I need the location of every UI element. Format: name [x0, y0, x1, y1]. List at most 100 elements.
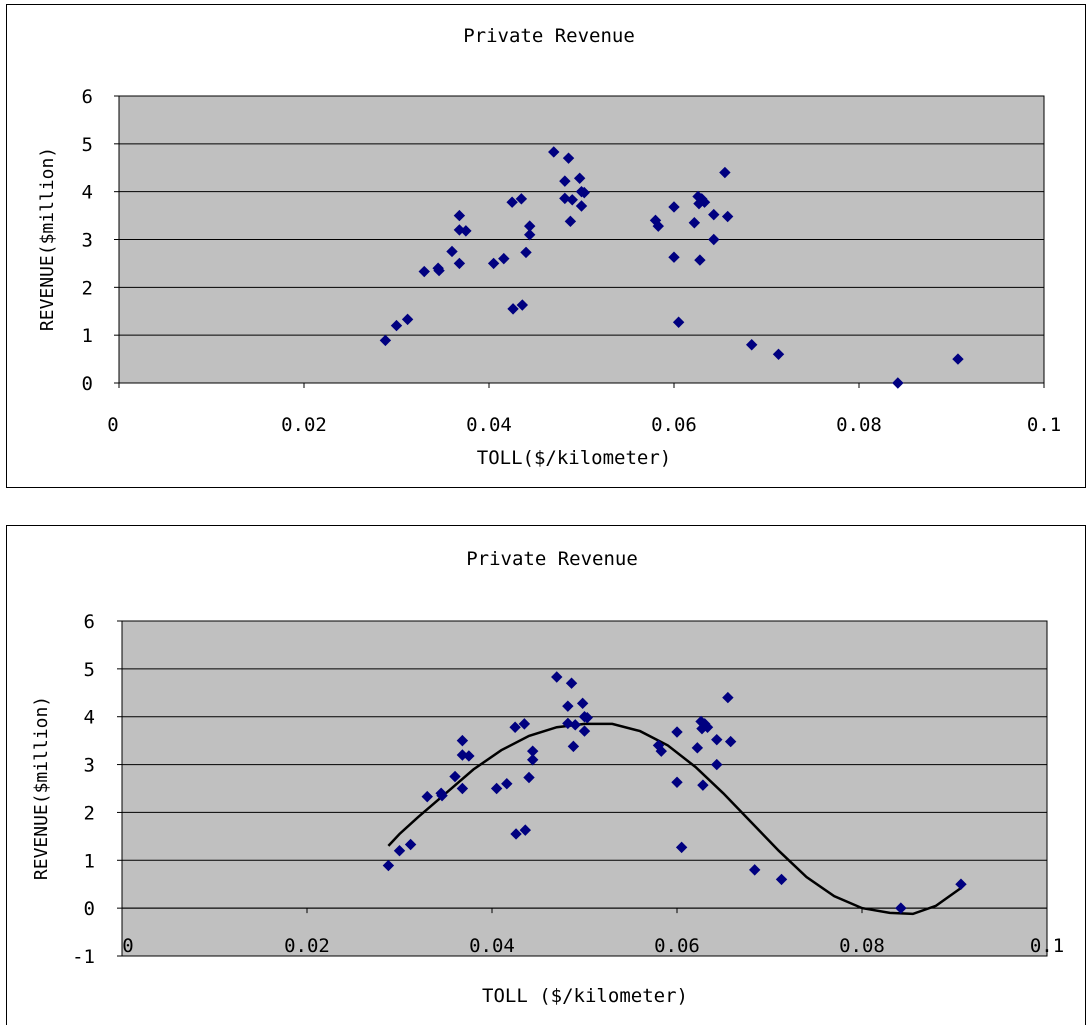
x-tick-label: 0 [107, 414, 118, 436]
y-axis-label: REVENUE($million) [37, 147, 58, 331]
data-point [506, 196, 518, 208]
data-point [952, 353, 964, 365]
data-point [393, 845, 406, 857]
data-point [576, 697, 589, 710]
data-point [719, 166, 731, 179]
data-point [456, 734, 469, 747]
data-point [510, 828, 522, 840]
y-tick-label: 4 [82, 182, 93, 204]
y-tick-label: 2 [84, 802, 95, 824]
data-point [672, 316, 685, 328]
data-point [463, 750, 475, 762]
x-tick-label: 0 [122, 935, 133, 957]
data-point [775, 873, 788, 886]
data-point [562, 152, 575, 164]
data-point [436, 789, 448, 802]
x-tick-label: 0.1 [1027, 414, 1061, 436]
data-point [578, 725, 591, 737]
data-point [652, 220, 664, 232]
x-axis-label: TOLL($/kilometer) [477, 447, 671, 469]
x-tick-label: 0.06 [651, 414, 697, 436]
data-point [895, 902, 907, 914]
y-tick-label: 6 [82, 86, 93, 108]
data-point [421, 790, 433, 803]
data-point [501, 778, 513, 790]
data-point [516, 299, 529, 311]
data-point [523, 771, 535, 784]
data-point [671, 776, 683, 788]
data-point [578, 186, 590, 199]
data-point [697, 779, 709, 791]
data-point [566, 194, 578, 206]
data-point [721, 210, 734, 223]
y-tick-label: 1 [84, 850, 95, 872]
data-point [401, 313, 414, 326]
data-point [523, 220, 536, 232]
data-point [573, 172, 586, 184]
data-point [526, 745, 539, 757]
data-point [724, 735, 737, 748]
data-point [564, 215, 577, 228]
x-axis-label: TOLL ($/kilometer) [482, 985, 688, 1007]
data-point [490, 782, 503, 795]
data-point [520, 246, 532, 259]
x-tick-label: 0.06 [654, 935, 700, 957]
data-point [668, 201, 680, 213]
data-point [487, 257, 500, 270]
data-point [404, 838, 417, 851]
data-point [523, 229, 536, 241]
chart-2-svg: Private Revenue TOLL ($/kilometer) REVEN… [31, 548, 1064, 1007]
data-point [559, 175, 571, 187]
data-point [688, 217, 701, 229]
y-tick-label: 0 [82, 373, 93, 395]
y-tick-label: 5 [84, 659, 95, 681]
x-tick-label: 0.02 [284, 935, 330, 957]
data-point [449, 770, 461, 783]
data-point [551, 671, 563, 683]
x-tick-label: 0.08 [836, 414, 882, 436]
data-point [671, 726, 683, 738]
data-point [390, 319, 403, 332]
chart-1: Private Revenue TOLL($/kilometer) REVENU… [6, 4, 1086, 488]
data-point [526, 754, 539, 766]
y-tick-label: 5 [82, 134, 93, 156]
data-point [507, 303, 519, 315]
data-point [698, 196, 711, 208]
data-point [575, 200, 588, 212]
x-tick-label: 0.1 [1030, 935, 1064, 957]
data-point [668, 251, 680, 263]
data-point [567, 740, 580, 753]
data-point [569, 719, 581, 731]
data-point [565, 677, 578, 689]
data-point [453, 209, 466, 222]
y-tick-label: -1 [72, 946, 95, 968]
chart-title: Private Revenue [466, 548, 638, 570]
data-point [691, 742, 704, 754]
chart-1-svg: Private Revenue TOLL($/kilometer) REVENU… [37, 25, 1061, 469]
data-point [518, 718, 531, 730]
chart-2: Private Revenue TOLL ($/kilometer) REVEN… [6, 525, 1086, 1025]
y-tick-label: 2 [82, 277, 93, 299]
y-tick-label: 6 [84, 611, 95, 633]
data-point [453, 257, 466, 270]
data-point [509, 721, 521, 733]
data-point [711, 758, 723, 771]
data-point [955, 878, 967, 890]
data-point [892, 377, 904, 389]
x-tick-label: 0.08 [839, 935, 885, 957]
data-point [675, 841, 688, 854]
data-point [548, 146, 560, 158]
y-tick-label: 3 [82, 230, 93, 252]
data-point [701, 721, 714, 733]
data-point [708, 233, 720, 246]
data-point [581, 711, 593, 724]
y-tick-label: 1 [82, 325, 93, 347]
y-tick-label: 0 [84, 898, 95, 920]
x-tick-label: 0.02 [281, 414, 327, 436]
data-point [562, 700, 574, 712]
data-point [711, 733, 723, 746]
data-point [460, 225, 472, 237]
data-point [382, 859, 395, 872]
data-point [772, 348, 785, 361]
data-point [562, 717, 574, 730]
